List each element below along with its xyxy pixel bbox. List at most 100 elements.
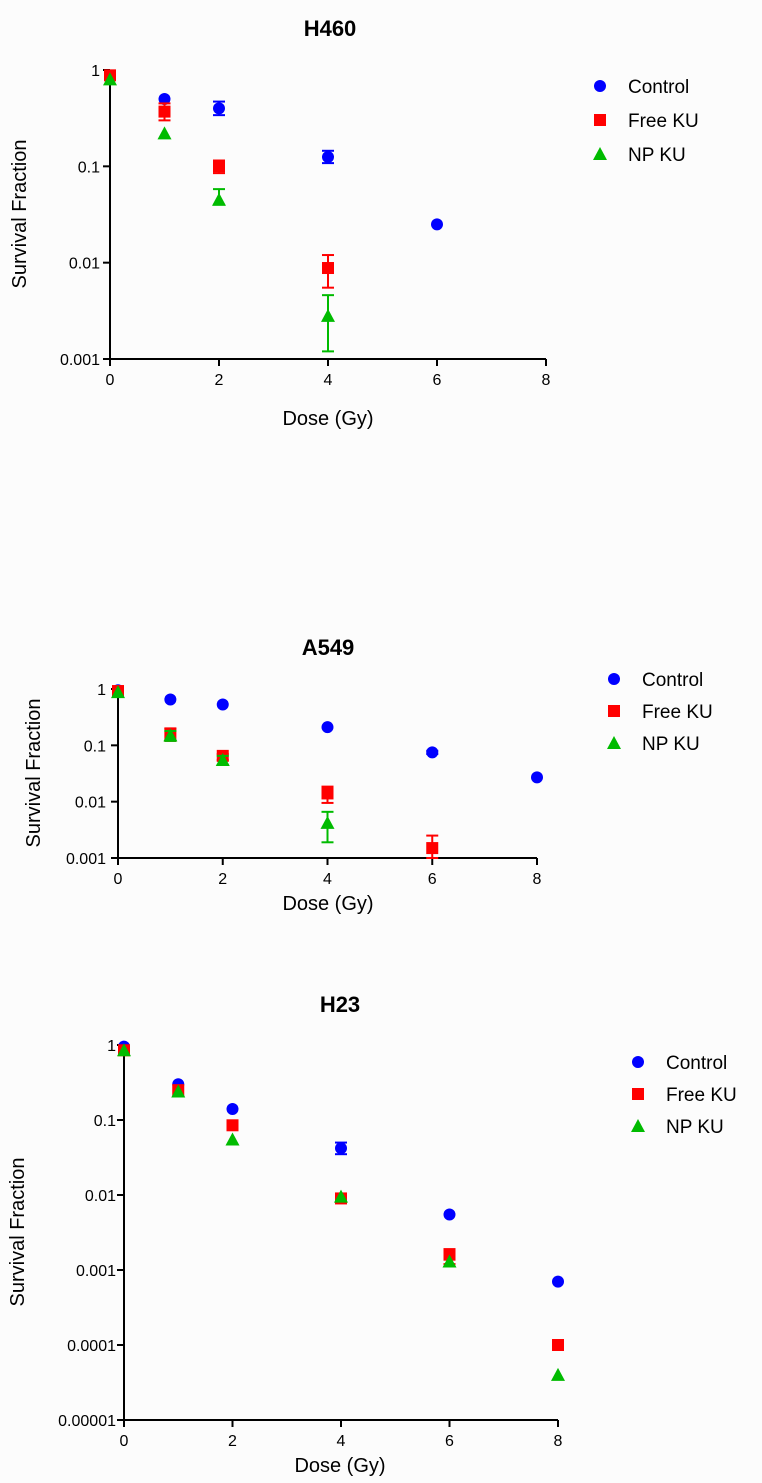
data-point: [322, 150, 334, 163]
data-point: [442, 1254, 457, 1268]
data-point: [216, 698, 229, 711]
legend-label: Free KU: [666, 1085, 737, 1106]
data-point: [157, 126, 172, 140]
y-tick-label: 0.1: [78, 159, 100, 176]
y-tick-label: 0.001: [60, 352, 100, 369]
y-tick-label: 1: [91, 63, 100, 80]
x-tick-label: 4: [324, 372, 333, 389]
legend-label: Free KU: [642, 702, 713, 723]
legend-item: NP KU: [607, 734, 700, 755]
y-axis-label: Survival Fraction: [23, 699, 45, 848]
data-point: [171, 1084, 186, 1098]
data-point: [158, 105, 171, 118]
legend-marker: [593, 147, 607, 160]
legend-label: Control: [642, 670, 703, 691]
x-axis-label: Dose (Gy): [294, 1455, 385, 1477]
series-control: [104, 70, 443, 231]
legend-marker: [632, 1056, 644, 1068]
y-tick-label: 0.001: [76, 1263, 116, 1280]
chart-title: H460: [304, 16, 357, 41]
legend-label: Control: [628, 77, 689, 98]
legend-label: NP KU: [628, 145, 686, 166]
series-free-ku: [112, 685, 439, 859]
legend-item: Free KU: [608, 702, 713, 723]
legend-marker: [594, 80, 606, 92]
data-point: [226, 1119, 239, 1132]
x-tick-label: 4: [337, 1433, 346, 1450]
data-point: [225, 1132, 240, 1146]
y-tick-label: 0.00001: [58, 1413, 116, 1430]
legend-marker: [608, 705, 620, 717]
x-tick-label: 8: [533, 871, 542, 888]
y-tick-label: 0.001: [66, 851, 106, 868]
y-tick-label: 0.1: [94, 1113, 116, 1130]
series-control: [118, 1040, 564, 1288]
series-control: [112, 684, 543, 784]
legend-label: NP KU: [666, 1117, 724, 1138]
data-point: [103, 72, 117, 86]
legend-item: Free KU: [632, 1085, 737, 1106]
legend-label: Control: [666, 1053, 727, 1074]
chart-panel-1: A549 0 2 4 6 8 0.001 0.01 0.1 1 Dose (Gy) Survival …: [23, 635, 713, 915]
legend-marker: [608, 673, 620, 685]
x-tick-label: 8: [554, 1433, 563, 1450]
y-tick-label: 0.01: [75, 795, 106, 812]
y-tick-label: 1: [107, 1038, 116, 1055]
data-point: [163, 728, 178, 742]
x-tick-label: 2: [228, 1433, 237, 1450]
x-tick-label: 4: [323, 871, 332, 888]
legend-label: Free KU: [628, 111, 699, 132]
data-point: [321, 308, 335, 322]
data-point: [117, 1043, 131, 1057]
data-point: [111, 685, 125, 699]
data-point: [158, 92, 171, 105]
y-tick-label: 1: [97, 682, 106, 699]
data-point: [335, 1142, 347, 1155]
data-point: [212, 192, 226, 206]
legend-marker: [594, 114, 606, 126]
data-point: [551, 1367, 565, 1381]
series-np-ku: [117, 1043, 565, 1381]
data-point: [213, 102, 225, 115]
data-point: [215, 752, 230, 766]
y-tick-label: 0.01: [69, 256, 100, 273]
legend-item: Control: [632, 1053, 727, 1074]
legend-label: NP KU: [642, 734, 700, 755]
x-tick-label: 0: [120, 1433, 129, 1450]
data-point: [552, 1275, 564, 1288]
y-tick-label: 0.0001: [67, 1338, 116, 1355]
chart-panel-0: H460 0 2 4 6 8 0.001 0.01 0.1 1 Dose (Gy) Survival …: [9, 16, 699, 430]
data-point: [226, 1103, 239, 1116]
x-tick-label: 6: [445, 1433, 454, 1450]
x-tick-label: 0: [114, 871, 123, 888]
data-point: [321, 787, 334, 800]
y-tick-label: 0.01: [85, 1188, 116, 1205]
series-np-ku: [103, 72, 335, 353]
x-tick-label: 2: [218, 871, 227, 888]
legend-item: Control: [594, 77, 689, 98]
chart-title: H23: [320, 992, 360, 1017]
data-point: [334, 1189, 348, 1203]
y-axis-label: Survival Fraction: [9, 140, 31, 289]
x-axis-label: Dose (Gy): [282, 893, 373, 915]
data-point: [322, 262, 334, 275]
x-tick-label: 6: [428, 871, 437, 888]
data-point: [321, 721, 334, 734]
legend-item: Control: [608, 670, 703, 691]
legend-marker: [631, 1119, 645, 1132]
x-axis-label: Dose (Gy): [282, 408, 373, 430]
data-point: [531, 771, 543, 784]
data-point: [164, 693, 177, 706]
chart-title: A549: [302, 635, 355, 660]
y-axis-label: Survival Fraction: [7, 1158, 29, 1307]
data-point: [426, 842, 439, 855]
data-point: [431, 218, 443, 231]
data-point: [426, 746, 439, 759]
data-point: [213, 160, 225, 173]
chart-panel-2: H23 0 2 4 6 8 0.00001 0.0001 0.001 0.01 0.1 1 Dose (…: [7, 992, 737, 1477]
x-tick-label: 6: [433, 372, 442, 389]
legend-item: NP KU: [593, 145, 686, 166]
data-point: [552, 1339, 564, 1351]
legend-item: NP KU: [631, 1117, 724, 1138]
